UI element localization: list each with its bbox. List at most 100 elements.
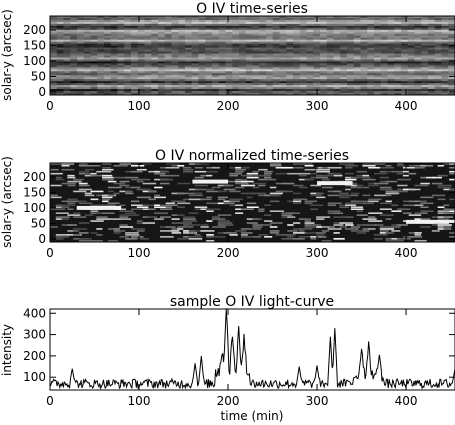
heatmap-cell bbox=[194, 206, 208, 209]
heatmap-cell bbox=[401, 35, 409, 39]
heatmap-cell bbox=[70, 16, 78, 19]
heatmap-cell bbox=[206, 174, 213, 177]
heatmap-cell bbox=[235, 208, 242, 211]
heatmap-cell bbox=[345, 184, 353, 187]
heatmap-cell bbox=[171, 59, 179, 63]
heatmap-cell bbox=[391, 240, 404, 242]
heatmap-cell bbox=[272, 33, 281, 37]
heatmap-cell bbox=[104, 87, 112, 90]
heatmap-cell bbox=[252, 51, 260, 55]
heatmap-cell bbox=[286, 31, 294, 35]
heatmap-cell bbox=[218, 47, 227, 51]
heatmap-cell bbox=[299, 91, 308, 94]
heatmap-cell bbox=[77, 31, 85, 35]
heatmap-cell bbox=[171, 91, 179, 94]
heatmap-cell bbox=[310, 224, 322, 226]
heatmap-cell bbox=[266, 55, 274, 59]
heatmap-cell bbox=[142, 204, 151, 207]
heatmap-cell bbox=[320, 16, 328, 19]
heatmap-cell bbox=[144, 71, 152, 74]
heatmap-cell bbox=[117, 71, 125, 74]
heatmap-cell bbox=[397, 172, 404, 175]
heatmap-cell bbox=[316, 232, 326, 234]
heatmap-cell bbox=[293, 47, 301, 51]
heatmap-cell bbox=[340, 81, 348, 84]
heatmap-cell bbox=[368, 212, 383, 214]
heatmap-cell bbox=[367, 45, 375, 49]
heatmap-cell bbox=[353, 16, 362, 19]
heatmap-cell bbox=[401, 25, 409, 29]
heatmap-cell bbox=[340, 61, 348, 65]
heatmap-cell bbox=[183, 168, 194, 171]
heatmap-cell bbox=[401, 29, 409, 33]
heatmap-cell bbox=[240, 208, 254, 211]
heatmap-cell bbox=[441, 19, 449, 23]
heatmap-cell bbox=[90, 212, 100, 214]
heatmap-cell bbox=[360, 23, 368, 27]
heatmap-cell bbox=[428, 43, 436, 47]
heatmap-cell bbox=[310, 238, 318, 240]
heatmap-cell bbox=[421, 87, 429, 90]
heatmap-cell bbox=[434, 37, 443, 41]
heatmap-cell bbox=[279, 79, 287, 82]
heatmap-cell bbox=[117, 89, 125, 92]
heatmap-cell bbox=[104, 31, 112, 35]
heatmap-cell bbox=[110, 47, 119, 51]
heatmap-cell bbox=[380, 35, 389, 39]
heatmap-cell bbox=[272, 37, 281, 41]
heatmap-cell bbox=[142, 222, 156, 224]
heatmap-cell bbox=[218, 16, 227, 19]
heatmap-cell bbox=[239, 21, 247, 25]
heatmap-cell bbox=[313, 69, 321, 72]
heatmap-cell bbox=[97, 21, 105, 25]
heatmap-cell bbox=[279, 67, 287, 70]
heatmap-cell bbox=[360, 55, 368, 59]
heatmap-cell bbox=[252, 93, 260, 95]
heatmap-cell bbox=[421, 55, 429, 59]
heatmap-cell bbox=[164, 47, 173, 51]
heatmap-cell bbox=[252, 85, 260, 88]
heatmap-cell bbox=[407, 33, 416, 37]
heatmap-cell bbox=[394, 29, 402, 33]
heatmap-cell bbox=[185, 75, 193, 78]
heatmap-cell bbox=[171, 16, 179, 19]
heatmap-cell bbox=[441, 71, 449, 74]
heatmap-cell bbox=[252, 170, 259, 173]
heatmap-cell bbox=[117, 27, 125, 31]
heatmap-cell bbox=[158, 91, 166, 94]
heatmap-cell bbox=[131, 43, 139, 47]
heatmap-cell bbox=[252, 71, 260, 74]
heatmap-cell bbox=[367, 23, 375, 27]
heatmap-cell bbox=[124, 61, 132, 65]
heatmap-cell bbox=[158, 31, 166, 35]
heatmap-cell bbox=[165, 226, 176, 228]
heatmap-cell bbox=[326, 79, 335, 82]
heatmap-cell bbox=[434, 31, 443, 35]
heatmap-cell bbox=[225, 29, 233, 33]
heatmap-cell bbox=[232, 55, 240, 59]
heatmap-cell bbox=[124, 73, 132, 76]
heatmap-cell bbox=[279, 75, 287, 78]
heatmap-cell bbox=[90, 210, 99, 212]
heatmap-cell bbox=[259, 83, 267, 86]
heatmap-cell bbox=[144, 57, 152, 61]
heatmap-cell bbox=[245, 93, 254, 95]
heatmap-cell bbox=[67, 184, 76, 187]
heatmap-cell bbox=[198, 67, 206, 70]
heatmap-cell bbox=[171, 29, 179, 33]
heatmap-cell bbox=[449, 210, 455, 212]
x-tick-label: 0 bbox=[46, 394, 54, 408]
heatmap-cell bbox=[70, 59, 78, 63]
heatmap-cell bbox=[78, 222, 90, 224]
heatmap-cell bbox=[136, 230, 145, 232]
heatmap-cell bbox=[191, 67, 200, 70]
heatmap-cell bbox=[326, 49, 335, 53]
heatmap-cell bbox=[77, 75, 85, 78]
heatmap-cell bbox=[441, 25, 449, 29]
heatmap-cell bbox=[218, 33, 227, 37]
heatmap-cell bbox=[131, 23, 139, 27]
heatmap-cell bbox=[326, 65, 335, 68]
heatmap-cell bbox=[286, 73, 294, 76]
heatmap-cell bbox=[347, 51, 355, 55]
heatmap-cell bbox=[78, 202, 93, 205]
